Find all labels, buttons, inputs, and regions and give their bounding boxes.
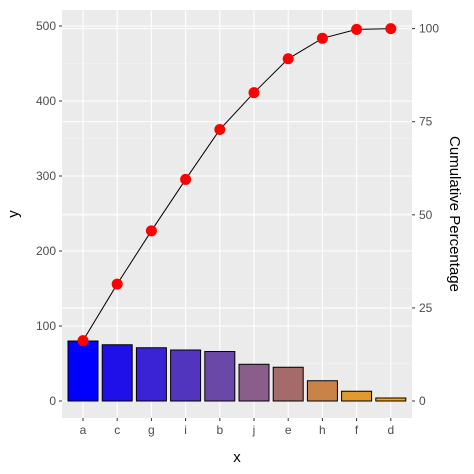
y-tick-label: 500 <box>36 19 56 33</box>
y2-tick-label: 25 <box>419 301 433 315</box>
x-tick-label: e <box>285 423 292 437</box>
bar-i <box>170 349 202 402</box>
bar-f <box>341 390 373 402</box>
y-axis: 0 100 200 300 400 500 <box>36 19 62 408</box>
x-tick-label: a <box>80 423 87 437</box>
bar-b <box>204 351 236 402</box>
point-i <box>180 173 192 185</box>
y2-axis-title: Cumulative Percentage <box>446 136 463 292</box>
bar-g <box>135 347 167 402</box>
x-axis-title: x <box>233 449 241 466</box>
point-e <box>282 53 294 65</box>
x-tick-label: g <box>148 423 155 437</box>
point-d <box>385 23 397 35</box>
y2-tick-label: 75 <box>419 115 433 129</box>
cumulative-line <box>82 28 391 341</box>
bars <box>67 340 407 402</box>
x-tick-label: i <box>184 423 187 437</box>
bar-c <box>101 344 133 402</box>
y2-tick-label: 0 <box>419 394 426 408</box>
y-axis-title: y <box>5 210 22 218</box>
bar-j <box>238 363 270 402</box>
point-a <box>77 335 89 347</box>
x-tick-label: f <box>355 423 359 437</box>
x-tick-label: b <box>216 423 223 437</box>
y-tick-label: 400 <box>36 94 56 108</box>
bar-d <box>375 397 407 402</box>
bar-e <box>272 366 304 402</box>
y-tick-label: 200 <box>36 244 56 258</box>
point-g <box>145 225 157 237</box>
point-j <box>248 87 260 99</box>
y2-tick-label: 50 <box>419 208 433 222</box>
point-b <box>214 124 226 136</box>
point-h <box>316 32 328 44</box>
x-tick-label: j <box>252 423 256 437</box>
bar-h <box>306 380 338 402</box>
x-tick-label: d <box>387 423 394 437</box>
x-tick-label: c <box>114 423 120 437</box>
y2-tick-label: 100 <box>419 22 439 36</box>
cumulative-points <box>77 23 397 347</box>
bar-a <box>67 340 99 402</box>
y-tick-label: 100 <box>36 319 56 333</box>
y-tick-label: 300 <box>36 169 56 183</box>
point-c <box>111 278 123 290</box>
point-f <box>351 23 363 35</box>
y2-axis: 0 25 50 75 100 <box>412 22 439 408</box>
x-tick-label: h <box>319 423 326 437</box>
y-tick-label: 0 <box>49 394 56 408</box>
